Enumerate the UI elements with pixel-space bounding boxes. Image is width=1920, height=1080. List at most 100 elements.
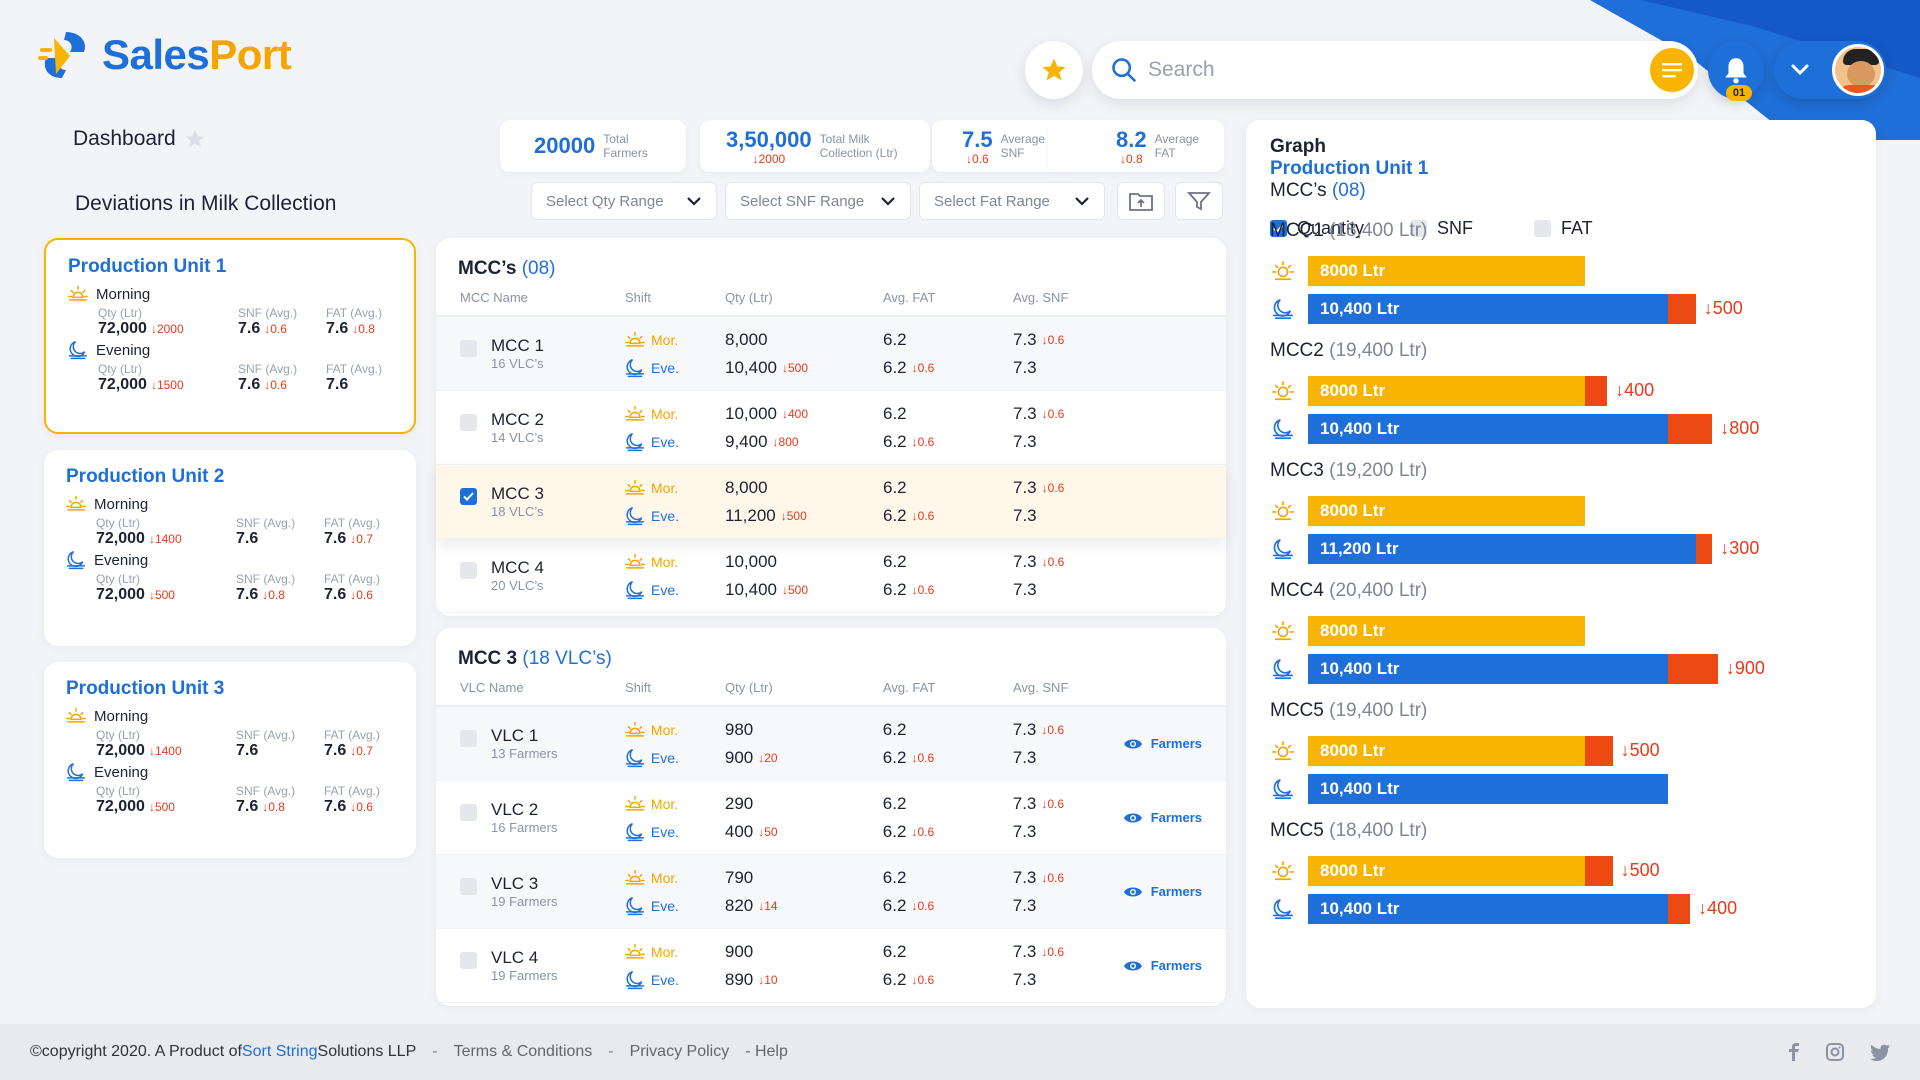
fat-value: 6.2 xyxy=(883,551,907,571)
table-row[interactable]: MCC 1 16 VLC’s Mor. Eve. 8,000 10,400 ↓500 6… xyxy=(436,317,1226,391)
menu-icon xyxy=(1662,63,1682,78)
fat-delta: ↓0.6 xyxy=(911,508,935,523)
row-checkbox[interactable] xyxy=(460,952,477,969)
instagram-icon[interactable] xyxy=(1826,1043,1844,1061)
chevron-down-icon xyxy=(1075,197,1089,206)
privacy-link[interactable]: Privacy Policy xyxy=(629,1043,730,1060)
bar-morning[interactable]: 8000 Ltr xyxy=(1308,256,1585,286)
qty-delta: ↓2000 xyxy=(150,322,184,336)
search-input[interactable] xyxy=(1148,58,1628,82)
bar-morning[interactable]: 8000 Ltr xyxy=(1308,376,1585,406)
bar-chart: MCC1 (18,400 Ltr) 8000 Ltr 10,400 Ltr ↓500 M… xyxy=(1246,120,1876,1008)
bar-morning[interactable]: 8000 Ltr xyxy=(1308,616,1585,646)
shift-morning: Mor. xyxy=(625,400,725,428)
bar-morning[interactable]: 8000 Ltr xyxy=(1308,736,1585,766)
footer-copyright: ©copyright 2020. A Product of xyxy=(30,1043,242,1060)
morning-shift-marker xyxy=(1272,260,1294,287)
row-checkbox[interactable] xyxy=(460,414,477,431)
farmers-link[interactable]: Farmers xyxy=(1123,736,1202,751)
legend-quantity[interactable]: Quantity xyxy=(1270,218,1410,239)
app-logo[interactable]: SalesPort xyxy=(36,26,292,84)
fat-range-select[interactable]: Select Fat Range xyxy=(919,182,1105,220)
production-unit-card[interactable]: Production Unit 2 Morning Qty (Ltr) SNF … xyxy=(44,450,416,646)
profile-menu[interactable] xyxy=(1774,41,1886,99)
bar-deviation[interactable] xyxy=(1584,376,1608,406)
bar-deviation[interactable] xyxy=(1584,736,1613,766)
snf-delta: ↓0.8 xyxy=(262,800,285,814)
bar-evening[interactable]: 10,400 Ltr xyxy=(1308,774,1668,804)
table-row[interactable]: VLC 4 19 Farmers Mor. Eve. 900 890 ↓10 6.2 6.… xyxy=(436,929,1226,1003)
col-header: VLC Name xyxy=(460,680,524,695)
bar-evening[interactable]: 10,400 Ltr xyxy=(1308,414,1668,444)
row-checkbox[interactable] xyxy=(460,340,477,357)
bar-evening[interactable]: 10,400 Ltr xyxy=(1308,654,1668,684)
row-checkbox[interactable] xyxy=(460,878,477,895)
filter-button[interactable] xyxy=(1175,182,1223,220)
table-row[interactable]: MCC 2 14 VLC’s Mor. Eve. 10,000 ↓400 9,400 ↓8… xyxy=(436,391,1226,465)
sun-icon xyxy=(625,721,645,737)
group-name: MCC5 xyxy=(1270,820,1324,841)
menu-button[interactable] xyxy=(1650,48,1694,92)
bar-deviation[interactable] xyxy=(1668,414,1713,444)
farmers-link[interactable]: Farmers xyxy=(1123,884,1202,899)
row-checkbox[interactable] xyxy=(460,562,477,579)
fat-value: 6.2 xyxy=(882,941,907,961)
bar-deviation[interactable] xyxy=(1668,654,1718,684)
eye-icon xyxy=(1123,887,1142,896)
legend-snf[interactable]: SNF xyxy=(1410,218,1534,239)
shift-evening: Eve. xyxy=(625,428,725,456)
table-row[interactable]: VLC 1 13 Farmers Mor. Eve. 980 900 ↓20 6.2 6.… xyxy=(436,707,1226,781)
footer-brand-link[interactable]: Sort String xyxy=(241,1043,318,1060)
legend-fat[interactable]: FAT xyxy=(1534,218,1593,239)
table-row[interactable]: VLC 3 19 Farmers Mor. Eve. 790 820 ↓14 6.2 6.… xyxy=(436,855,1226,929)
notifications-button[interactable]: 01 xyxy=(1708,41,1764,101)
row-name: MCC 2 xyxy=(491,410,544,429)
deviation-label: ↓300 xyxy=(1720,538,1760,558)
bar-deviation[interactable] xyxy=(1668,894,1691,924)
moon-icon xyxy=(1273,899,1293,919)
qty-value: 400 xyxy=(724,821,754,841)
bar-evening[interactable]: 10,400 Ltr xyxy=(1308,294,1668,324)
bar-morning[interactable]: 8000 Ltr xyxy=(1308,496,1585,526)
farmers-label: Farmers xyxy=(1150,736,1202,751)
production-unit-card[interactable]: Production Unit 1 Morning Qty (Ltr) SNF … xyxy=(44,238,416,434)
col-label: Qty (Ltr) xyxy=(96,516,140,530)
production-unit-card[interactable]: Production Unit 3 Morning Qty (Ltr) SNF … xyxy=(44,662,416,858)
shift-label: Mor. xyxy=(650,795,679,812)
bar-evening[interactable]: 10,400 Ltr xyxy=(1308,894,1668,924)
avatar[interactable] xyxy=(1832,44,1884,96)
twitter-icon[interactable] xyxy=(1870,1044,1890,1061)
bar-morning[interactable]: 8000 Ltr xyxy=(1308,856,1585,886)
help-link[interactable]: - Help xyxy=(745,1043,788,1060)
table-row[interactable]: VLC 2 16 Farmers Mor. Eve. 290 400 ↓50 6.2 6.… xyxy=(436,781,1226,855)
logo-text-b: Port xyxy=(209,31,292,78)
shift-label: Mor. xyxy=(651,405,679,422)
row-checkbox[interactable] xyxy=(460,488,477,505)
stat-value: 7.5 xyxy=(962,126,993,152)
row-checkbox[interactable] xyxy=(460,804,477,821)
bar-deviation[interactable] xyxy=(1584,856,1613,886)
deviation-label: ↓800 xyxy=(1720,418,1760,438)
star-outline-icon[interactable] xyxy=(184,128,206,150)
table-row[interactable]: MCC 4 20 VLC’s Mor. Eve. 10,000 10,400 ↓500 … xyxy=(436,539,1226,613)
bar-deviation[interactable] xyxy=(1668,294,1696,324)
bar-evening[interactable]: 11,200 Ltr xyxy=(1308,534,1696,564)
bar-deviation[interactable] xyxy=(1695,534,1713,564)
terms-link[interactable]: Terms & Conditions xyxy=(453,1043,593,1060)
legend-label: Quantity xyxy=(1297,218,1365,238)
farmers-link[interactable]: Farmers xyxy=(1123,958,1202,973)
export-button[interactable] xyxy=(1117,182,1165,220)
graph-mcc-label: MCC’s xyxy=(1270,180,1327,201)
qty-value: 900 xyxy=(724,941,754,961)
qty-value: 72,000 xyxy=(98,320,147,337)
col-header: Qty (Ltr) xyxy=(725,680,773,695)
facebook-icon[interactable] xyxy=(1788,1043,1800,1061)
snf-value: 7.3 xyxy=(1013,431,1037,451)
favorites-button[interactable] xyxy=(1025,41,1083,99)
snf-range-select[interactable]: Select SNF Range xyxy=(725,182,911,220)
farmers-link[interactable]: Farmers xyxy=(1123,810,1202,825)
table-row[interactable]: MCC 3 18 VLC’s Mor. Eve. 8,000 11,200 ↓500 6… xyxy=(436,465,1226,539)
qty-range-select[interactable]: Select Qty Range xyxy=(531,182,717,220)
shift-label: Mor. xyxy=(651,331,679,348)
row-checkbox[interactable] xyxy=(460,730,477,747)
